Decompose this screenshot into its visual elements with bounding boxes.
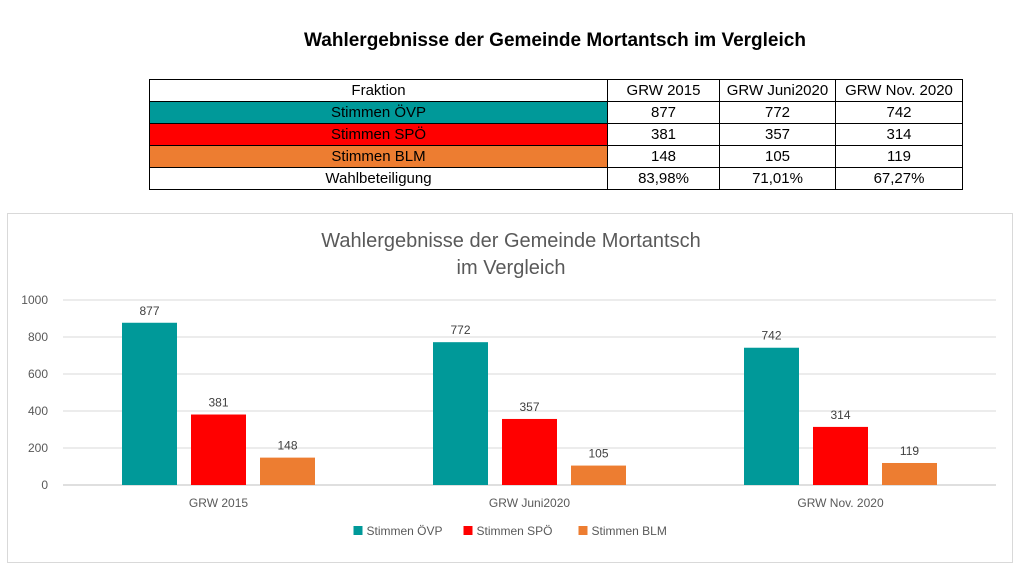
bar xyxy=(502,418,557,485)
bar xyxy=(260,457,315,485)
y-tick-label: 800 xyxy=(28,330,48,344)
table-row-label: Stimmen BLM xyxy=(149,145,608,168)
table-cell: 742 xyxy=(835,101,963,124)
data-label: 772 xyxy=(450,323,470,337)
table-row: Stimmen ÖVP 877 772 742 xyxy=(149,101,963,124)
legend-swatch xyxy=(353,526,363,535)
legend-label: Stimmen BLM xyxy=(592,524,667,538)
table-cell: 381 xyxy=(607,123,720,146)
table-header-cell: Fraktion xyxy=(149,79,608,102)
page-title: Wahlergebnisse der Gemeinde Mortantsch i… xyxy=(304,30,806,51)
table-header-row: Fraktion GRW 2015 GRW Juni2020 GRW Nov. … xyxy=(149,79,963,102)
data-label: 742 xyxy=(761,329,781,343)
data-label: 119 xyxy=(900,444,919,458)
table-row-label: Stimmen ÖVP xyxy=(149,101,608,124)
chart-area: Wahlergebnisse der Gemeinde Mortantsch i… xyxy=(7,213,1013,563)
y-tick-label: 600 xyxy=(28,367,48,381)
x-tick-label: GRW Nov. 2020 xyxy=(797,496,884,510)
chart-title-line-1: Wahlergebnisse der Gemeinde Mortantsch xyxy=(321,230,701,252)
table-cell: 148 xyxy=(607,145,720,168)
table-row: Wahlbeteiligung 83,98% 71,01% 67,27% xyxy=(149,167,963,190)
legend-swatch xyxy=(578,526,588,535)
bar xyxy=(813,426,868,485)
table-cell: 357 xyxy=(719,123,836,146)
table-cell: 71,01% xyxy=(719,167,836,190)
data-label: 148 xyxy=(277,439,297,453)
legend-swatch xyxy=(463,526,473,535)
table-row: Stimmen SPÖ 381 357 314 xyxy=(149,123,963,146)
table-header-cell: GRW Juni2020 xyxy=(719,79,836,102)
table-cell: 105 xyxy=(719,145,836,168)
y-tick-label: 1000 xyxy=(21,293,48,307)
table-cell: 119 xyxy=(835,145,963,168)
x-tick-label: GRW Juni2020 xyxy=(489,496,570,510)
y-tick-label: 0 xyxy=(41,478,48,492)
table-row-label: Stimmen SPÖ xyxy=(149,123,608,146)
table-row-label: Wahlbeteiligung xyxy=(149,167,608,190)
data-label: 105 xyxy=(588,447,608,461)
table-row: Stimmen BLM 148 105 119 xyxy=(149,145,963,168)
table-cell: 772 xyxy=(719,101,836,124)
data-label: 314 xyxy=(830,408,850,422)
table-header-cell: GRW 2015 xyxy=(607,79,720,102)
legend-label: Stimmen SPÖ xyxy=(477,524,553,538)
y-tick-label: 400 xyxy=(28,404,48,418)
x-tick-label: GRW 2015 xyxy=(189,496,248,510)
chart-title: Wahlergebnisse der Gemeinde Mortantsch i… xyxy=(8,228,1014,282)
data-label: 381 xyxy=(208,396,228,410)
table-cell: 67,27% xyxy=(835,167,963,190)
table-header-cell: GRW Nov. 2020 xyxy=(835,79,963,102)
bar xyxy=(571,465,626,485)
legend-label: Stimmen ÖVP xyxy=(367,524,443,538)
table-cell: 314 xyxy=(835,123,963,146)
y-tick-label: 200 xyxy=(28,441,48,455)
bar-chart: 0 200 400 600 800 1000 877 381 148 GRW 2015 772 357… xyxy=(21,293,996,538)
table-cell: 83,98% xyxy=(607,167,720,190)
bar xyxy=(433,342,488,485)
bar xyxy=(744,347,799,485)
table-cell: 877 xyxy=(607,101,720,124)
chart-title-line-2: im Vergleich xyxy=(456,257,566,279)
bar xyxy=(122,322,177,485)
bar xyxy=(882,462,937,485)
data-label: 357 xyxy=(519,400,539,414)
data-label: 877 xyxy=(139,304,159,318)
bar xyxy=(191,414,246,485)
results-table: Fraktion GRW 2015 GRW Juni2020 GRW Nov. … xyxy=(149,79,963,190)
